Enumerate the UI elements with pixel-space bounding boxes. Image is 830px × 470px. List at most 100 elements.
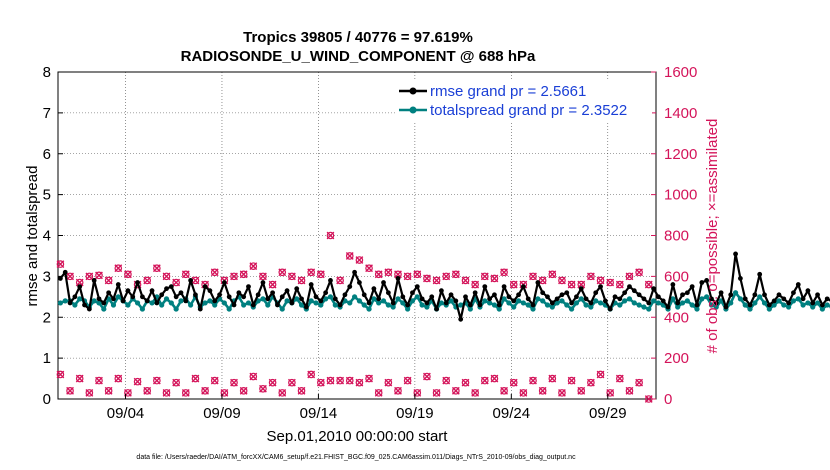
rmse-point [221,280,227,285]
totalspread-point [62,298,68,304]
rmse-point [289,300,295,306]
obs_high-assimilated-marker [567,280,576,289]
obs_high-possible-marker [95,271,103,280]
rmse-point [549,300,555,306]
totalspread-point [101,306,107,312]
obs_high-point [326,231,335,240]
obs_low-point [394,386,402,395]
obs_low-possible-marker [365,374,373,383]
legend-spread-marker [409,106,417,114]
totalspread-point [564,302,570,308]
obs_high-point [239,270,248,279]
legend-spread-label: totalspread grand pr = 2.3522 [430,102,627,119]
obs_high-point [345,252,354,260]
rmse-point [670,282,676,287]
obs_high-point [355,256,364,264]
obs_low-assimilated-marker [596,370,605,379]
obs_high-assimilated-marker [384,268,393,277]
totalspread-point [226,306,232,312]
rmse-point [101,300,107,306]
totalspread-point [814,300,821,306]
totalspread-point [424,304,430,310]
obs_low-assimilated-marker [172,378,181,387]
obs_high-possible-marker [461,276,470,285]
obs_low-point [558,388,566,397]
obs_low-point [152,376,161,385]
rmse-point [535,280,541,285]
rmse-point [815,292,820,298]
obs_low-assimilated-marker [480,376,489,385]
obs_low-possible-marker [558,389,566,397]
obs_low-possible-marker [230,378,238,387]
rmse-point [496,302,502,308]
obs_low-assimilated-marker [500,386,508,395]
totalspread-point [467,306,473,312]
obs_low-possible-marker [394,387,402,395]
rmse-point [718,290,724,296]
obs_low-assimilated-marker [143,386,152,395]
obs_low-point [181,388,190,397]
rmse-point [694,302,700,308]
obs_low-assimilated-marker [577,386,586,395]
rmse-point [342,292,348,298]
obs_low-possible-marker [124,389,132,397]
x-axis-label: Sep.01,2010 00:00:00 start [267,428,449,445]
obs_high-possible-marker [268,280,277,289]
y-axis-left-label: rmse and totalspread [24,166,41,307]
obs_high-point [596,276,605,285]
rmse-point [728,292,734,298]
footnote: data file: /Users/raeder/DAI/ATM_forcXX/… [136,454,576,461]
obs_high-point [500,268,508,277]
rmse-point [709,296,714,302]
obs_high-assimilated-marker [288,272,296,281]
rmse-point [588,300,594,306]
totalspread-point [810,304,816,310]
rmse-point [443,300,449,306]
totalspread-point [732,290,739,296]
obs_high-assimilated-marker [644,280,653,289]
obs_high-assimilated-marker [239,270,248,279]
rmse-point [313,294,319,300]
rmse-point [236,290,242,296]
totalspread-point [405,306,411,312]
rmse-point [376,296,382,302]
totalspread-point [622,298,628,304]
rmse-point [622,290,628,296]
obs_low-assimilated-marker [133,377,142,386]
rmse-point [352,269,357,275]
rmse-point [733,251,738,257]
rmse-point [660,298,666,304]
obs_low-possible-marker [413,389,422,397]
obs_high-assimilated-marker [181,270,190,279]
obs_high-point [480,272,489,281]
obs_low-point [230,378,238,387]
obs_low-assimilated-marker [490,374,499,383]
totalspread-point [139,306,145,312]
rmse-point [723,304,729,310]
obs_low-possible-marker [162,389,171,397]
obs_low-point [191,374,200,383]
obs_high-point [471,280,480,289]
obs_high-assimilated-marker [423,274,431,283]
obs_low-point [297,386,306,395]
rmse-point [400,294,406,300]
rmse-point [173,294,179,300]
obs_low-possible-marker [596,370,605,379]
totalspread-point [776,298,782,304]
obs_low-point [490,374,499,383]
rmse-point [275,302,280,308]
obs_high-possible-marker [413,270,422,279]
obs_high-possible-marker [509,280,518,289]
obs_low-assimilated-marker [355,378,364,387]
totalspread-point [728,300,734,306]
obs_low-assimilated-marker [567,376,576,385]
totalspread-point [593,298,599,304]
totalspread-point [438,300,444,306]
rmse-point [183,298,189,304]
obs_high-possible-marker [606,278,614,287]
obs_high-point [606,278,615,287]
obs_low-assimilated-marker [548,374,557,383]
totalspread-point [771,302,777,308]
obs_low-point [336,376,345,385]
rmse-point [357,280,362,285]
